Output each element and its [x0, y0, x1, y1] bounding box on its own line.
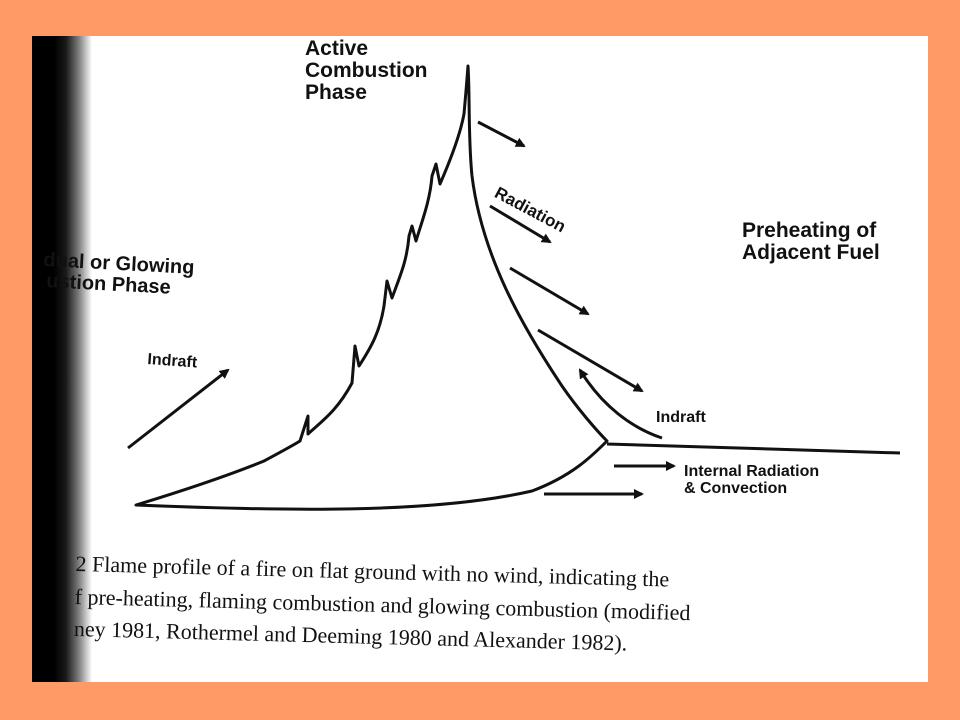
radiation-arrow-3	[509, 266, 590, 316]
indraft-left-arrow	[127, 368, 230, 450]
slide-area: Active Combustion Phase Radiation Prehea…	[32, 36, 928, 682]
flame-profile-diagram	[127, 64, 901, 511]
indraft-right-label: Indraft	[656, 409, 706, 426]
preheating-line-2: Adjacent Fuel	[742, 241, 880, 265]
radiation-arrow-2	[489, 204, 552, 244]
indraft-right-arrow	[578, 368, 663, 440]
radiation-arrow-1	[477, 120, 526, 148]
active-combustion-line-2: Combustion	[305, 59, 428, 83]
internal-radiation-label: Internal Radiation & Convection	[684, 463, 820, 498]
active-combustion-line-3: Phase	[305, 81, 367, 105]
internal-radiation-line-1: Internal Radiation	[684, 463, 820, 480]
indraft-left-label: Indraft	[146, 351, 198, 372]
glowing-phase-label: dual or Glowing ustion Phase	[42, 249, 195, 300]
internal-radiation-line-2: & Convection	[684, 479, 788, 497]
preheating-line-1: Preheating of	[742, 219, 877, 242]
ground-line	[606, 442, 901, 455]
active-combustion-label: Active Combustion Phase	[305, 37, 428, 105]
radiation-arrow-4	[537, 328, 644, 393]
active-combustion-line-1: Active	[305, 37, 369, 60]
preheating-label: Preheating of Adjacent Fuel	[742, 219, 880, 265]
flame-outline	[134, 64, 609, 511]
scan-shadow-edge	[32, 36, 92, 682]
